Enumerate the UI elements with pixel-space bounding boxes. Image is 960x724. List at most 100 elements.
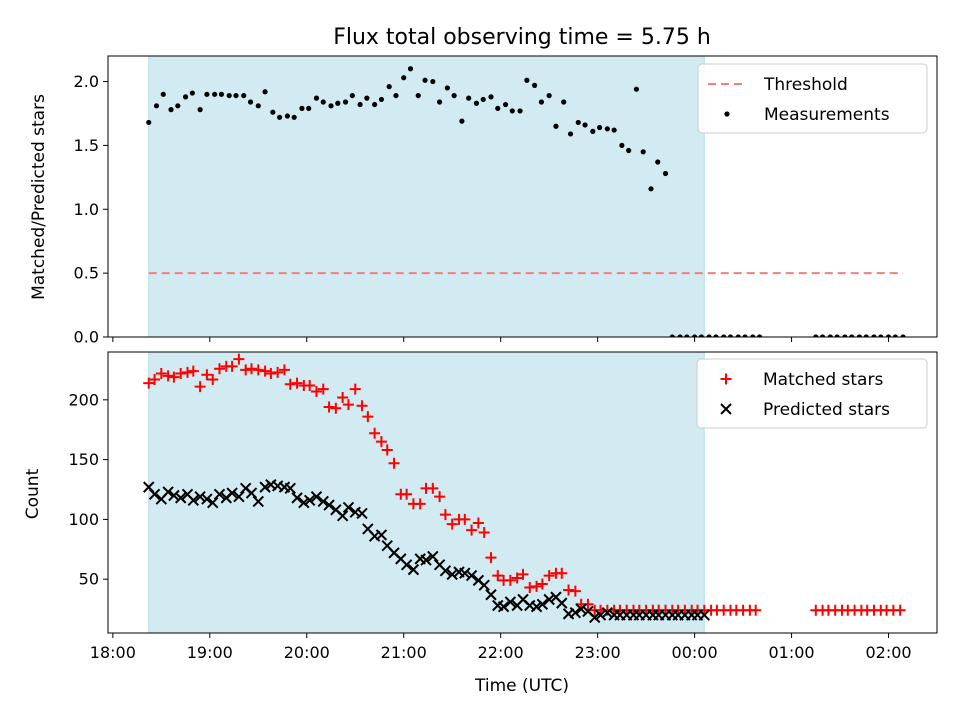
measurement-point — [466, 95, 472, 101]
measurement-point — [538, 99, 545, 105]
legend-predicted-label: Predicted stars — [763, 400, 890, 420]
matched-star-point — [439, 509, 451, 521]
measurement-point — [378, 96, 385, 103]
predicted-star-point — [420, 554, 432, 566]
predicted-star-point — [298, 496, 310, 509]
measurement-point — [451, 92, 457, 99]
x-tick-label: 19:00 — [187, 643, 233, 662]
x-tick-label: 01:00 — [769, 643, 815, 662]
top-y-axis-label: Matched/Predicted stars — [29, 94, 49, 300]
matched-star-point — [323, 401, 335, 413]
legend-matched-label: Matched stars — [763, 370, 883, 390]
measurement-point — [146, 119, 152, 126]
predicted-star-point — [543, 593, 555, 606]
matched-star-point — [207, 374, 219, 386]
matched-star-point — [149, 374, 161, 386]
predicted-star-point — [310, 490, 323, 503]
matched-star-point — [563, 584, 575, 596]
predicted-star-point — [459, 567, 471, 579]
measurement-point — [212, 91, 218, 97]
matched-star-point — [536, 578, 548, 590]
measurement-point — [495, 105, 501, 111]
predicted-star-point — [323, 499, 335, 511]
matched-star-point — [543, 570, 555, 582]
measurement-point — [422, 77, 428, 83]
bottom-y-axis-label: Count — [23, 468, 43, 519]
measurement-point — [742, 334, 748, 337]
matched-star-point — [233, 353, 245, 365]
measurement-point — [386, 84, 392, 90]
measurement-point — [692, 334, 698, 337]
matched-star-point — [214, 363, 226, 375]
matched-star-point — [168, 371, 180, 383]
measurement-point — [655, 159, 661, 165]
predicted-star-point — [233, 490, 245, 503]
measurement-point — [813, 334, 819, 337]
measurement-point — [407, 66, 414, 72]
matched-star-point — [466, 524, 478, 536]
top-plot-area — [146, 56, 906, 337]
measurement-point — [284, 113, 290, 119]
measurement-point — [444, 85, 450, 91]
top-y-tick-label: 0.5 — [74, 264, 99, 283]
predicted-star-point — [342, 501, 355, 514]
matched-star-point — [194, 381, 206, 393]
matched-star-point — [155, 368, 167, 380]
matched-star-point — [750, 604, 762, 616]
bottom-y-tick-label: 100 — [68, 510, 99, 529]
matched-star-point — [226, 360, 238, 372]
matched-star-point — [459, 513, 471, 525]
x-tick-label: 21:00 — [381, 643, 427, 662]
measurement-point — [662, 170, 669, 177]
matched-star-point — [434, 491, 446, 503]
measurement-point — [849, 334, 855, 337]
measurement-point — [189, 90, 195, 96]
measurement-point — [241, 92, 247, 99]
measurement-point — [834, 334, 840, 337]
predicted-star-point — [601, 606, 614, 619]
measurement-point — [218, 91, 225, 97]
matched-star-point — [414, 498, 426, 510]
measurement-point — [473, 100, 480, 106]
matched-star-point — [278, 364, 290, 376]
matched-star-point — [492, 570, 504, 582]
predicted-star-point — [427, 550, 439, 563]
predicted-star-point — [336, 510, 349, 522]
matched-star-point — [524, 582, 536, 594]
top-observing-span — [148, 56, 705, 337]
chart-title: Flux total observing time = 5.75 h — [333, 25, 711, 50]
measurement-point — [819, 334, 826, 337]
matched-star-point — [569, 585, 581, 597]
measurement-point — [226, 92, 232, 99]
measurement-point — [575, 119, 581, 126]
bottom-legend-box — [696, 358, 928, 429]
predicted-star-point — [317, 495, 329, 508]
matched-star-point — [252, 364, 264, 376]
matched-star-point — [381, 444, 393, 456]
top-legend: Threshold Measurements — [697, 63, 928, 134]
measurement-point — [372, 101, 378, 108]
measurement-point — [160, 91, 166, 97]
measurement-point — [842, 334, 848, 337]
measurement-point — [488, 94, 494, 100]
measurement-point — [626, 147, 632, 154]
measurement-point — [277, 114, 283, 120]
bottom-axes-frame — [107, 351, 938, 634]
predicted-star-point — [303, 494, 316, 506]
measurement-point — [532, 82, 538, 88]
matched-star-point — [362, 411, 374, 423]
matched-star-point — [187, 365, 199, 377]
top-y-tick-label: 1.5 — [74, 136, 99, 155]
measurement-point — [750, 334, 756, 337]
predicted-star-point — [465, 569, 478, 582]
measurement-point — [349, 92, 355, 99]
bottom-legend: Matched stars Predicted stars — [696, 358, 928, 429]
measurement-point — [299, 105, 305, 111]
measurement-point — [524, 77, 530, 83]
measurement-point — [677, 334, 683, 337]
measurement-point — [168, 107, 174, 113]
measurement-point — [721, 334, 727, 337]
predicted-star-point — [162, 486, 174, 498]
top-axes-frame — [107, 55, 938, 338]
measurement-point — [306, 105, 312, 111]
